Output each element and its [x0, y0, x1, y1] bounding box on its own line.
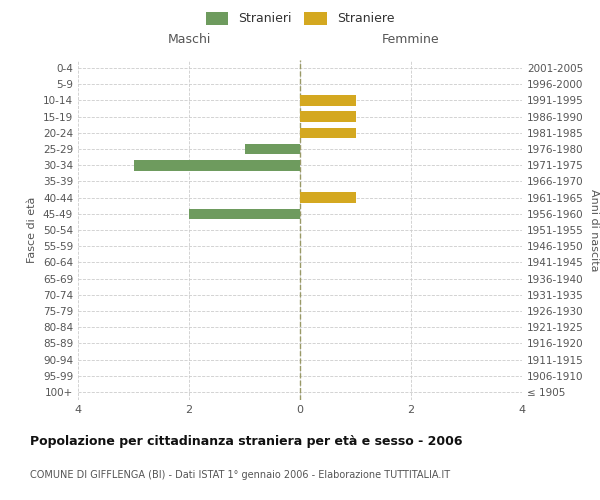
Bar [133, 160, 300, 170]
Bar [300, 128, 355, 138]
Text: Maschi: Maschi [167, 34, 211, 46]
Bar [245, 144, 300, 154]
Bar [300, 192, 355, 203]
Bar [189, 208, 300, 219]
Text: COMUNE DI GIFFLENGA (BI) - Dati ISTAT 1° gennaio 2006 - Elaborazione TUTTITALIA.: COMUNE DI GIFFLENGA (BI) - Dati ISTAT 1°… [30, 470, 450, 480]
Text: Popolazione per cittadinanza straniera per età e sesso - 2006: Popolazione per cittadinanza straniera p… [30, 435, 463, 448]
Bar [300, 112, 355, 122]
Text: Femmine: Femmine [382, 34, 440, 46]
Bar [300, 95, 355, 106]
Legend: Stranieri, Straniere: Stranieri, Straniere [206, 12, 394, 26]
Y-axis label: Fasce di età: Fasce di età [28, 197, 37, 263]
Y-axis label: Anni di nascita: Anni di nascita [589, 188, 599, 271]
